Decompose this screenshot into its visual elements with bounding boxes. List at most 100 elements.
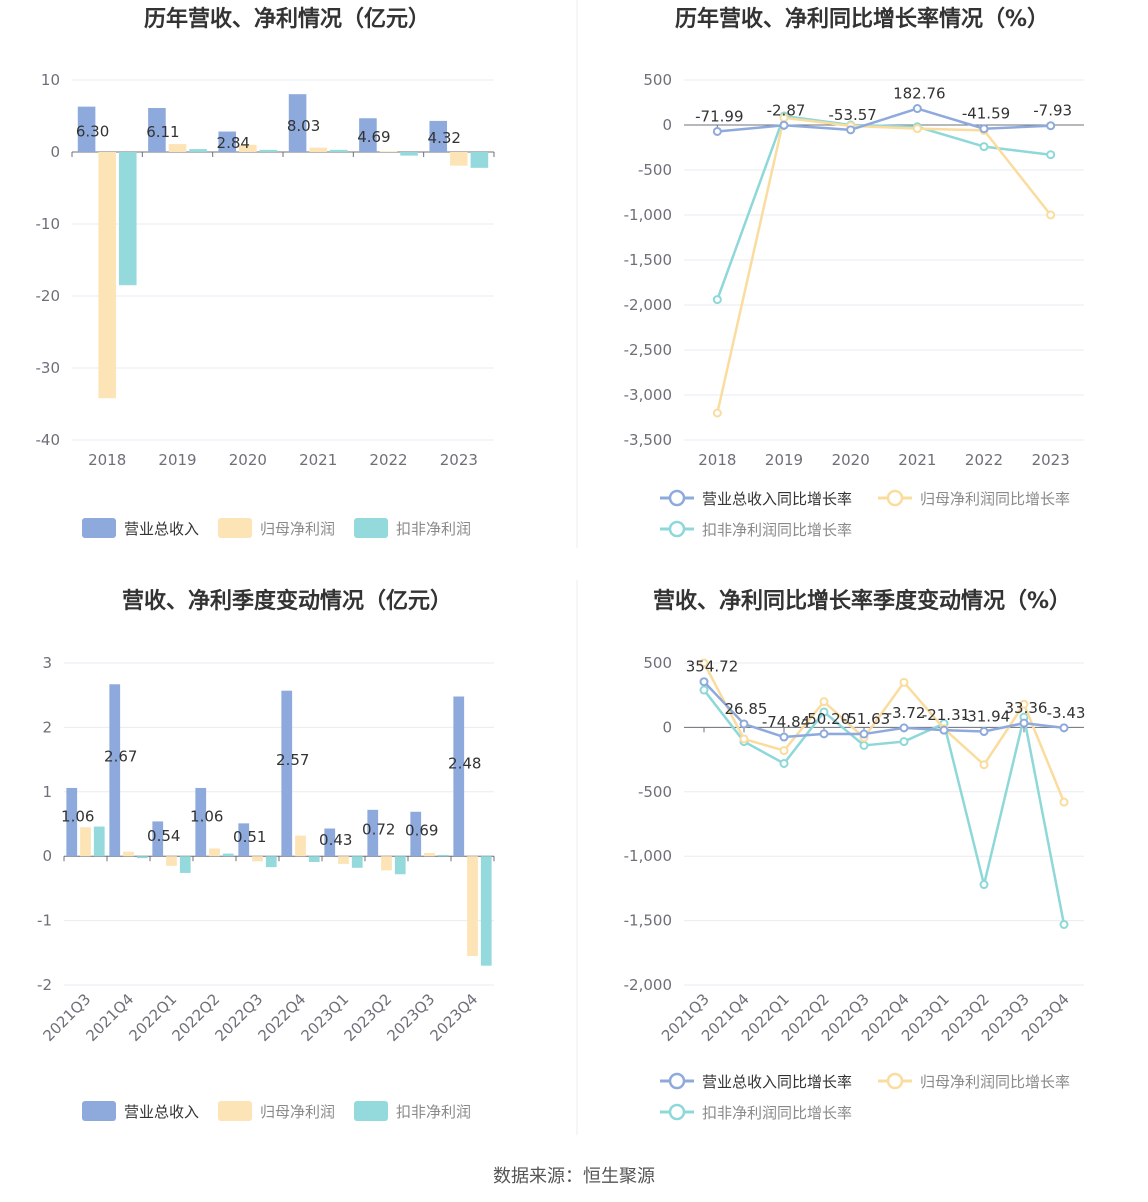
data-point [1019, 718, 1029, 728]
legend-marker [668, 489, 686, 507]
data-label: 2.67 [104, 747, 137, 765]
series-line-0 [717, 107, 1051, 133]
data-point [1019, 699, 1029, 709]
legend-marker [886, 1072, 904, 1090]
quarterly-growth-chart: 营收、净利同比增长率季度变动情况（%） 500 0 -500 -1,000 -1,500 -… [624, 588, 1086, 1122]
bar-deducted-net-profit [394, 856, 406, 875]
legend-item: 营业总收入同比增长率 [660, 489, 852, 508]
data-label: 6.11 [146, 123, 179, 141]
data-label: -7.93 [1033, 102, 1072, 120]
y-tick-label: -2 [37, 976, 52, 994]
data-point [712, 295, 722, 305]
bar-deducted-net-profit [118, 152, 137, 286]
data-point [979, 880, 989, 890]
y-tick-label: -500 [638, 783, 672, 801]
bar-deducted-net-profit [136, 856, 148, 859]
data-label: 182.76 [893, 85, 946, 103]
legend-item: 归母净利润同比增长率 [878, 489, 1070, 508]
data-point [846, 125, 856, 135]
bar-revenue [324, 828, 336, 857]
bar-deducted-net-profit [308, 856, 320, 862]
data-point [699, 658, 709, 668]
x-tick-label: 2021 [898, 451, 936, 469]
data-label: 0.72 [362, 820, 395, 838]
y-tick-label: -2,500 [624, 341, 672, 359]
data-point [699, 677, 709, 687]
annual-growth-chart: 历年营收、净利同比增长率情况（%） 500 0 -500 -1,000 -1,500 -2,… [624, 6, 1084, 539]
bar-parent-net-profit [379, 151, 398, 152]
bar-parent-net-profit [381, 856, 392, 871]
y-tick-label: 3 [42, 654, 52, 672]
bar-deducted-net-profit [470, 152, 489, 168]
y-tick-label: -40 [36, 431, 61, 449]
bar-revenue [218, 131, 237, 152]
quarterly-amount-chart: 营收、净利季度变动情况（亿元）3210-1-22021Q32021Q42022Q… [37, 588, 495, 1121]
bar-parent-net-profit [309, 147, 327, 152]
x-tick-label: 2022 [369, 451, 407, 469]
bar-parent-net-profit [80, 827, 91, 857]
legend-label: 归母净利润同比增长率 [920, 490, 1070, 508]
bar-deducted-net-profit [265, 856, 277, 868]
bar-deducted-net-profit [351, 856, 363, 868]
y-tick-label: -3,500 [624, 431, 672, 449]
y-tick-label: 0 [662, 718, 672, 736]
y-tick-label: -2,000 [624, 976, 672, 994]
legend-swatch [354, 1101, 388, 1121]
data-point [899, 677, 909, 687]
legend-item: 扣非净利润 [354, 518, 471, 538]
bar-parent-net-profit [123, 851, 134, 857]
data-label: 6.30 [76, 123, 109, 141]
chart-title: 历年营收、净利同比增长率情况（%） [675, 6, 1049, 32]
data-label: 1.06 [190, 808, 223, 826]
data-label: -3.43 [1047, 704, 1086, 722]
data-label: 0.43 [319, 831, 352, 849]
x-tick-label: 2023 [1032, 451, 1070, 469]
data-label: -41.59 [962, 105, 1010, 123]
legend-item: 归母净利润 [218, 1101, 335, 1121]
y-tick-label: -1,500 [624, 912, 672, 930]
legend-marker [668, 520, 686, 538]
data-label: 1.06 [61, 808, 94, 826]
y-tick-label: -500 [638, 161, 672, 179]
bar-parent-net-profit [252, 856, 263, 862]
bar-parent-net-profit [166, 856, 177, 866]
y-tick-label: -10 [36, 215, 61, 233]
data-label: -50.20 [802, 710, 850, 728]
data-label: 26.85 [725, 700, 768, 718]
data-label: -21.31 [922, 706, 970, 724]
bar-parent-net-profit [424, 852, 435, 857]
series-line-0 [703, 680, 1065, 739]
legend-marker [668, 1072, 686, 1090]
legend-item: 扣非净利润 [354, 1101, 471, 1121]
data-label: 8.03 [287, 117, 320, 135]
legend-marker [886, 489, 904, 507]
data-label: -2.87 [767, 101, 806, 119]
x-tick-label: 2020 [832, 451, 870, 469]
data-label: -53.57 [828, 106, 876, 124]
data-point [739, 734, 749, 744]
data-point [979, 727, 989, 737]
bar-deducted-net-profit [93, 826, 105, 857]
y-tick-label: -1 [37, 912, 52, 930]
bar-revenue [148, 108, 166, 152]
bar-deducted-net-profit [259, 149, 278, 152]
data-point [912, 124, 922, 134]
data-label: -3.72 [887, 704, 926, 722]
legend-item: 扣非净利润同比增长率 [660, 520, 852, 539]
legend-marker [668, 1103, 686, 1121]
bar-parent-net-profit [239, 144, 257, 152]
legend-label: 归母净利润同比增长率 [920, 1073, 1070, 1091]
data-point [979, 142, 989, 152]
x-tick-label: 2020 [229, 451, 267, 469]
bar-deducted-net-profit [179, 856, 191, 873]
data-label: -71.99 [695, 107, 743, 125]
bar-parent-net-profit [98, 152, 116, 399]
bar-revenue [288, 94, 307, 152]
data-label: -31.94 [962, 708, 1010, 726]
bar-revenue [238, 823, 250, 857]
y-tick-label: -1,000 [624, 206, 672, 224]
data-point [1046, 150, 1056, 160]
bar-revenue [429, 120, 448, 152]
legend-swatch [354, 518, 388, 538]
data-point [1059, 919, 1069, 929]
